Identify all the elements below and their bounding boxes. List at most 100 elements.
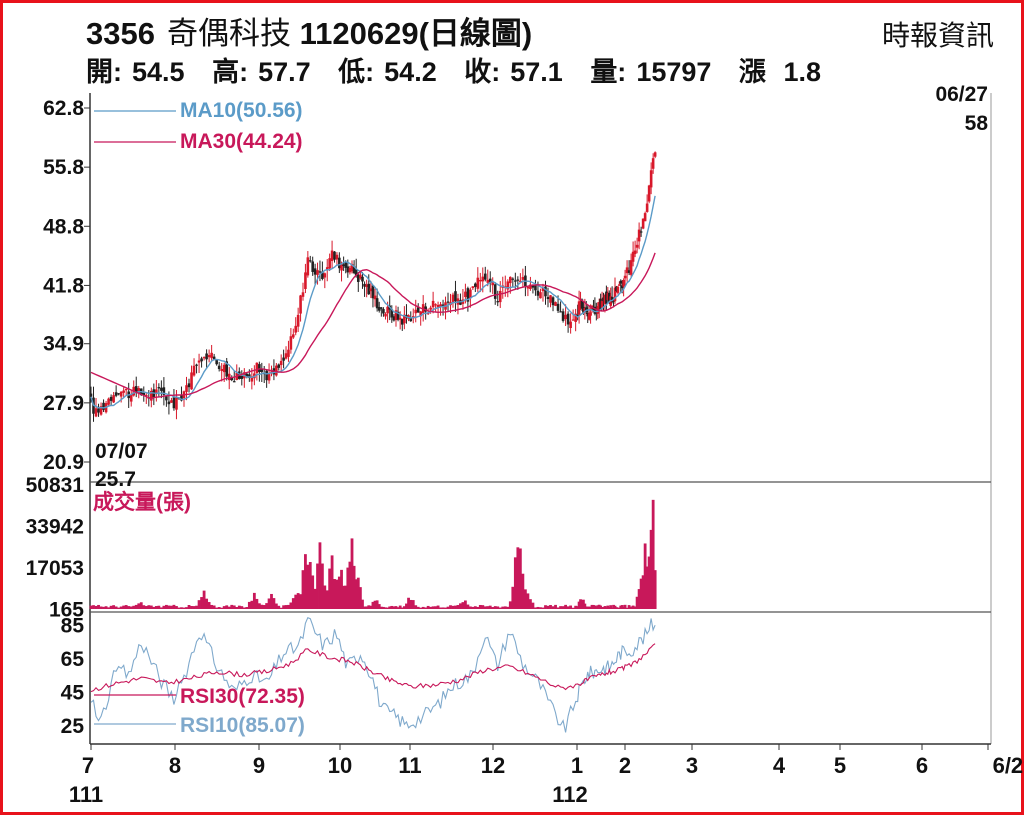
- x-tick-label: 7: [82, 753, 94, 778]
- candle: [501, 276, 505, 299]
- volume-bar: [107, 607, 110, 609]
- candle-body: [416, 307, 420, 313]
- volume-bar: [617, 607, 621, 609]
- candle: [94, 397, 98, 418]
- candle-body: [635, 244, 639, 248]
- candle: [446, 292, 450, 311]
- candle-body: [359, 274, 362, 279]
- candle-body: [284, 353, 288, 359]
- volume-bar: [402, 606, 406, 609]
- candle-body: [222, 364, 226, 373]
- candle-body: [514, 280, 517, 282]
- candle-body: [220, 368, 223, 371]
- volume-bar: [175, 606, 178, 609]
- candle-body: [124, 389, 128, 391]
- volume-bar: [109, 605, 113, 609]
- volume-bar: [622, 606, 626, 609]
- candle-body: [129, 394, 133, 402]
- volume-bar: [260, 604, 264, 609]
- volume-bar: [597, 604, 601, 609]
- candle-body: [212, 356, 216, 360]
- candle-body: [623, 275, 627, 279]
- volume-bar: [473, 606, 477, 609]
- candle-body: [175, 396, 178, 410]
- candle-body: [459, 300, 462, 305]
- volume-bar: [289, 602, 293, 609]
- volume-bar: [580, 600, 584, 609]
- volume-bar: [566, 606, 570, 609]
- candle: [200, 356, 203, 368]
- candle: [243, 368, 246, 388]
- volume-bar: [104, 606, 108, 609]
- candle: [390, 305, 394, 323]
- volume-bar: [405, 603, 408, 609]
- candle-body: [398, 317, 402, 320]
- candle-body: [394, 310, 398, 321]
- candle: [623, 269, 627, 287]
- volume-bar: [511, 586, 515, 609]
- x-tick-label: 12: [481, 753, 505, 778]
- rsi10-line: [90, 616, 656, 733]
- volume-bar: [539, 607, 542, 609]
- candle-body: [569, 321, 572, 329]
- candle-body: [607, 292, 611, 303]
- candle: [629, 253, 633, 277]
- volume-bar: [589, 606, 592, 609]
- candle: [340, 261, 343, 282]
- candle-body: [641, 218, 645, 229]
- volume-bar: [384, 607, 387, 609]
- volume-bar: [629, 606, 633, 609]
- price-tick-label: 41.8: [43, 274, 84, 297]
- candle: [619, 279, 623, 293]
- volume-bar: [344, 585, 348, 609]
- candle-body: [554, 302, 557, 306]
- volume-bar: [162, 605, 166, 609]
- candle: [277, 363, 281, 371]
- volume-bar: [182, 607, 186, 609]
- volume-bar: [590, 604, 594, 609]
- rsi-tick-label: 45: [61, 682, 85, 705]
- candle-body: [142, 392, 146, 396]
- candle: [107, 397, 110, 407]
- candle-body: [117, 393, 120, 395]
- candle: [369, 281, 373, 299]
- candle: [255, 362, 259, 381]
- candle-body: [451, 294, 455, 303]
- ohlc-summary: 開: 54.5 高: 57.7 低: 54.2 收: 57.1 量: 15797 漲 1.…: [86, 50, 841, 89]
- candle-body: [114, 392, 118, 396]
- volume-bar: [491, 607, 495, 609]
- candle-body: [606, 292, 610, 301]
- rsi10-legend: RSI10(85.07): [180, 714, 305, 737]
- candle-body: [172, 397, 176, 409]
- candle: [649, 162, 653, 195]
- candle: [155, 379, 158, 402]
- volume-bar: [217, 607, 221, 609]
- candle: [265, 369, 268, 388]
- volume-bar: [625, 607, 629, 609]
- candle: [272, 359, 276, 381]
- candle-body: [338, 257, 341, 269]
- candle-body: [323, 273, 327, 278]
- volume-bar: [390, 605, 394, 609]
- candle-body: [165, 396, 168, 401]
- candle-body: [566, 313, 570, 325]
- candle-body: [593, 306, 597, 314]
- candle: [599, 293, 602, 312]
- candle-body: [539, 292, 542, 299]
- candle: [622, 278, 625, 297]
- candle: [451, 292, 455, 308]
- volume-bar: [377, 604, 381, 609]
- volume-bar: [564, 604, 567, 609]
- volume-bar: [481, 605, 485, 609]
- candle-body: [529, 284, 532, 290]
- candle-body: [647, 185, 651, 202]
- candle-body: [328, 258, 331, 269]
- candle-body: [344, 262, 348, 268]
- candle: [483, 266, 487, 282]
- candle: [641, 218, 645, 230]
- candle-body: [580, 299, 584, 309]
- candle: [491, 277, 495, 294]
- candle: [365, 279, 368, 298]
- volume-bar: [569, 605, 573, 609]
- volume-bar: [129, 606, 133, 609]
